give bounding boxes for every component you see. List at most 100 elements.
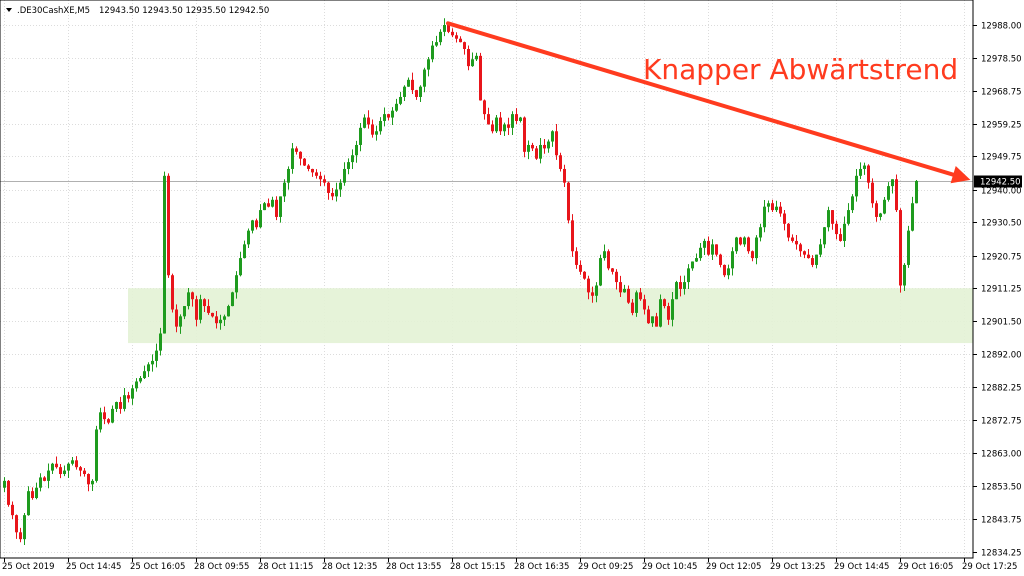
candle — [555, 124, 558, 160]
candle — [443, 18, 446, 37]
candle-body — [439, 31, 442, 43]
candle-body — [515, 114, 518, 121]
candle — [71, 456, 74, 466]
y-tick-label: 12911.25 — [981, 285, 1022, 295]
y-tick-label: 12892.00 — [981, 351, 1022, 361]
candle-body — [75, 460, 78, 468]
candle-body — [335, 189, 338, 197]
candle-body — [535, 148, 538, 159]
candle-body — [91, 480, 94, 485]
candle — [387, 113, 390, 121]
candle — [611, 267, 614, 275]
candle — [147, 362, 150, 377]
candle — [463, 41, 466, 55]
candle — [315, 169, 318, 179]
candle — [835, 220, 838, 240]
candle — [59, 464, 62, 479]
candle-body — [15, 515, 18, 533]
candle — [571, 214, 574, 257]
candle-body — [871, 182, 874, 204]
candle — [899, 208, 902, 293]
candle — [171, 273, 174, 313]
candle-body — [719, 254, 722, 265]
candle-body — [315, 172, 318, 176]
candle-body — [803, 251, 806, 255]
x-tick-label: 28 Oct 09:55 — [194, 562, 249, 572]
candle — [507, 117, 510, 135]
candle — [515, 108, 518, 125]
candle — [359, 123, 362, 152]
candle-body — [523, 117, 526, 152]
candle-body — [759, 227, 762, 238]
candle-body — [615, 271, 618, 283]
candle — [115, 401, 118, 413]
chevron-down-icon[interactable] — [6, 8, 12, 12]
candle — [687, 264, 690, 289]
candle-body — [311, 168, 314, 173]
candle — [711, 239, 714, 260]
candle — [511, 111, 514, 135]
candle — [407, 77, 410, 87]
trendline-arrowhead — [950, 166, 971, 184]
candle-body — [367, 117, 370, 125]
candle — [383, 107, 386, 127]
candle-body — [319, 175, 322, 180]
candle — [319, 171, 322, 187]
candle-body — [527, 144, 530, 152]
candle-body — [587, 278, 590, 293]
candle — [791, 234, 794, 243]
candle-body — [835, 223, 838, 235]
candle-body — [879, 213, 882, 217]
candle — [707, 236, 710, 256]
y-tick-label: 12920.75 — [981, 253, 1022, 263]
candle-body — [47, 470, 50, 481]
candle-body — [863, 165, 866, 169]
candle — [239, 251, 242, 277]
candle-body — [551, 131, 554, 142]
candle — [159, 327, 162, 356]
y-tick-label: 12834.25 — [981, 549, 1022, 559]
candle — [615, 269, 618, 290]
candle-body — [167, 175, 170, 276]
candle-body — [191, 292, 194, 300]
candle — [307, 164, 310, 172]
x-tick-label: 29 Oct 12:05 — [706, 562, 761, 572]
candle-body — [207, 306, 210, 313]
candle-body — [647, 309, 650, 324]
candle — [103, 406, 106, 425]
candle-body — [607, 251, 610, 269]
candle-body — [139, 378, 142, 382]
candle-body — [59, 467, 62, 475]
candle — [67, 462, 70, 479]
candle — [399, 91, 402, 106]
candle — [43, 476, 46, 482]
candle — [795, 235, 798, 250]
candle-body — [891, 179, 894, 187]
candle — [415, 89, 418, 100]
candle — [247, 228, 250, 249]
candle — [547, 139, 550, 153]
candle — [335, 182, 338, 202]
candle-body — [43, 477, 46, 481]
candle-body — [423, 69, 426, 87]
candle — [119, 396, 122, 414]
candle-body — [87, 474, 90, 485]
candle — [167, 173, 170, 278]
candle-body — [363, 117, 366, 128]
candle-body — [675, 282, 678, 300]
candle-body — [887, 186, 890, 200]
candle — [199, 294, 202, 324]
candle — [163, 171, 166, 334]
candle-body — [591, 292, 594, 296]
candle-body — [243, 244, 246, 259]
candle — [271, 196, 274, 208]
candle-body — [539, 144, 542, 159]
x-tick-label: 25 Oct 16:05 — [130, 562, 185, 572]
candle — [427, 56, 430, 77]
candle — [279, 196, 282, 223]
candle-body — [819, 244, 822, 255]
x-tick-label: 29 Oct 09:25 — [578, 562, 633, 572]
candle-body — [127, 395, 130, 399]
candle — [839, 228, 842, 242]
candle-body — [123, 395, 126, 409]
